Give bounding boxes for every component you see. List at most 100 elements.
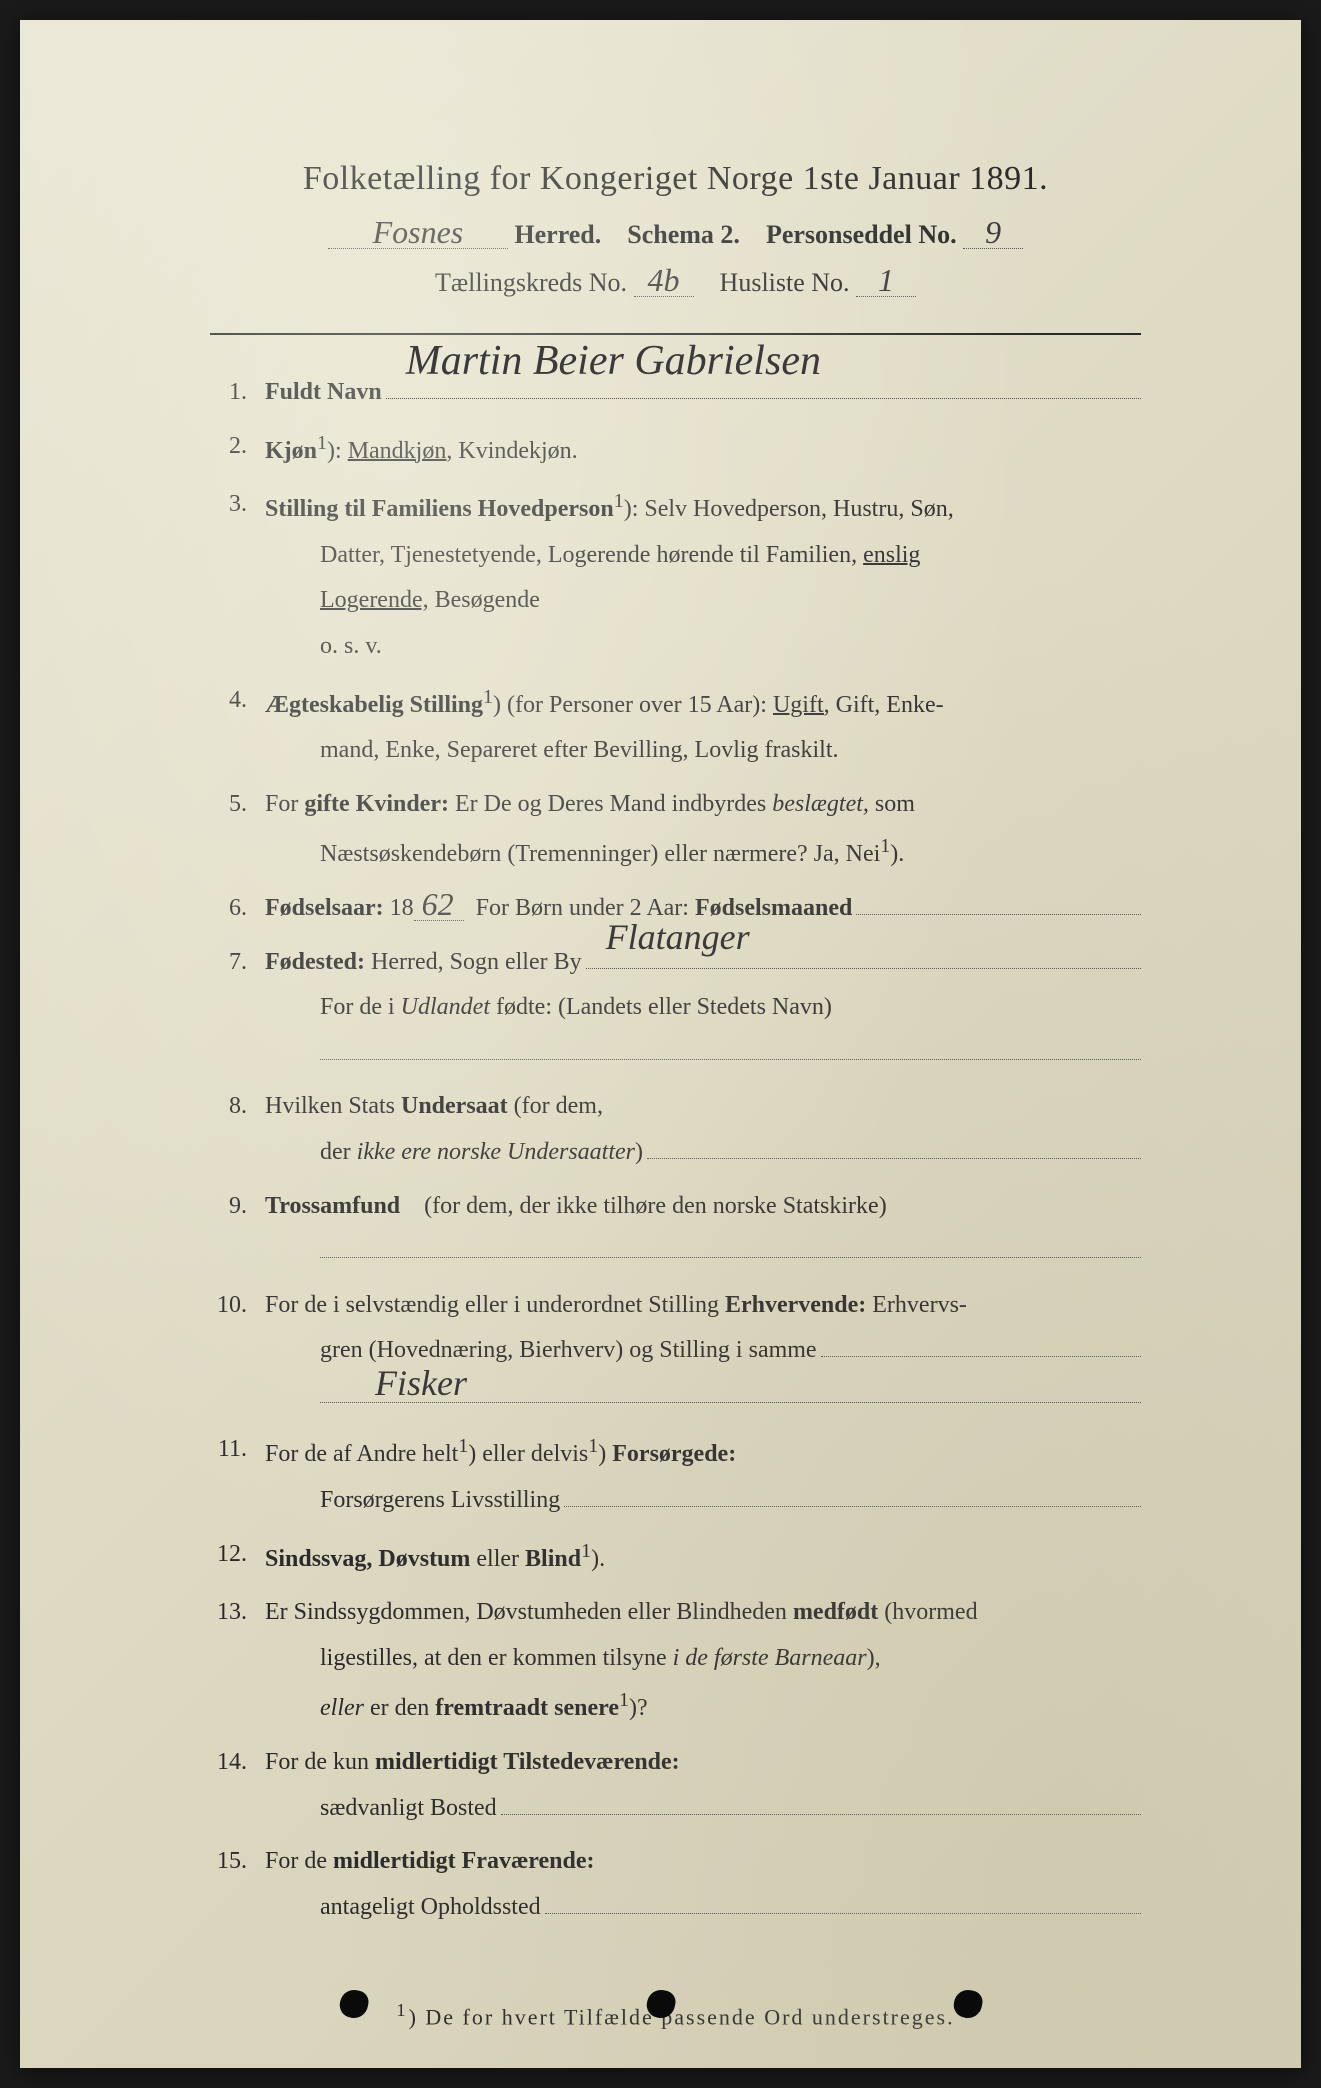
item-7: 7. Fødested: Herred, Sogn eller By Flata… xyxy=(210,940,1141,1077)
item-number: 14. xyxy=(210,1740,265,1831)
item-number: 13. xyxy=(210,1590,265,1732)
footnote-ref: 1 xyxy=(458,1435,468,1457)
item-11-line2: Forsørgerens Livsstilling xyxy=(320,1478,560,1524)
item-3-line3a: Logerende, xyxy=(320,587,429,613)
item-8-line2a: der xyxy=(320,1130,351,1176)
item-number: 7. xyxy=(210,940,265,1077)
subject-field xyxy=(647,1130,1141,1159)
item-6-label: Fødselsaar: xyxy=(265,886,384,932)
item-10-line1c: Erhvervs- xyxy=(872,1292,967,1318)
gender-female: Kvindekjøn. xyxy=(458,438,577,464)
occupation-field-1 xyxy=(821,1328,1141,1357)
provider-field xyxy=(564,1478,1141,1507)
item-11-line1c: Forsørgede: xyxy=(612,1441,736,1467)
herred-label: Herred. xyxy=(514,220,601,249)
item-number: 3. xyxy=(210,482,265,669)
footnote-ref: 1 xyxy=(581,1540,591,1562)
item-3-line1: Selv Hovedperson, Hustru, Søn, xyxy=(644,496,953,522)
item-13-italic: i de første Barneaar xyxy=(673,1645,867,1671)
item-4-text2: Gift, Enke- xyxy=(836,692,944,718)
item-12-text: eller xyxy=(476,1546,519,1572)
religion-field xyxy=(320,1229,1141,1258)
item-7-line2b: fødte: (Landets eller Stedets Navn) xyxy=(496,994,832,1020)
item-14-line1b: midlertidigt Tilstedeværende: xyxy=(375,1749,680,1775)
herred-value: Fosnes xyxy=(328,216,508,249)
hole-icon xyxy=(644,1987,677,2020)
item-8-line2b: ) xyxy=(635,1130,643,1176)
item-14: 14. For de kun midlertidigt Tilstedevære… xyxy=(210,1740,1141,1831)
item-5-label: gifte Kvinder: xyxy=(304,791,449,817)
item-5-line2: Næstsøskendebørn (Tremenninger) eller næ… xyxy=(320,841,880,867)
item-9: 9. Trossamfund (for dem, der ikke tilhør… xyxy=(210,1184,1141,1275)
item-5-italic: beslægtet, xyxy=(772,791,869,817)
item-4-text1: (for Personer over 15 Aar): xyxy=(507,692,767,718)
item-10: 10. For de i selvstændig eller i underor… xyxy=(210,1283,1141,1420)
item-8: 8. Hvilken Stats Undersaat (for dem, der… xyxy=(210,1084,1141,1175)
footnote-ref: 1 xyxy=(880,835,890,857)
kreds-label: Tællingskreds No. xyxy=(435,268,627,297)
item-7-label: Fødested: xyxy=(265,940,365,986)
gender-male: Mandkjøn, xyxy=(348,438,453,464)
item-14-line1a: For de kun xyxy=(265,1749,369,1775)
hole-icon xyxy=(337,1987,370,2020)
footnote-ref: 1 xyxy=(483,686,493,708)
item-number: 1. xyxy=(210,370,265,416)
item-3-line4: o. s. v. xyxy=(265,624,1141,670)
item-8-line1a: Hvilken Stats xyxy=(265,1093,395,1119)
footnote-ref: 1 xyxy=(317,432,327,454)
item-number: 8. xyxy=(210,1084,265,1175)
hole-icon xyxy=(951,1987,984,2020)
item-1: 1. Fuldt Navn Martin Beier Gabrielsen xyxy=(210,370,1141,416)
item-1-label: Fuldt Navn xyxy=(265,370,382,416)
full-name-value: Martin Beier Gabrielsen xyxy=(406,322,821,402)
item-number: 15. xyxy=(210,1839,265,1930)
item-number: 2. xyxy=(210,424,265,475)
item-6-prefix: 18 xyxy=(390,886,414,932)
item-number: 5. xyxy=(210,782,265,878)
item-13-line1b: medfødt xyxy=(793,1599,878,1625)
form-header: Folketælling for Kongeriget Norge 1ste J… xyxy=(210,160,1141,298)
item-15-line1a: For de xyxy=(265,1848,327,1874)
item-8-italic: ikke ere norske Undersaatter xyxy=(357,1130,635,1176)
census-form-page: Folketælling for Kongeriget Norge 1ste J… xyxy=(20,20,1301,2068)
personseddel-label: Personseddel No. xyxy=(766,220,957,249)
item-13-line3d: )? xyxy=(629,1695,648,1721)
item-13-line2a: ligestilles, at den er kommen tilsyne xyxy=(320,1645,667,1671)
item-7-line2a: For de i xyxy=(320,994,395,1020)
husliste-label: Husliste No. xyxy=(720,268,850,297)
item-number: 9. xyxy=(210,1184,265,1275)
item-3-line3b: Besøgende xyxy=(435,587,540,613)
item-10-line1a: For de i selvstændig eller i underordnet… xyxy=(265,1292,719,1318)
abroad-field xyxy=(320,1031,1141,1060)
item-13-line3a: eller xyxy=(320,1695,364,1721)
footnote-ref: 1 xyxy=(614,490,624,512)
item-5-for: For xyxy=(265,791,298,817)
occupation-value: Fisker xyxy=(375,1349,467,1417)
item-11: 11. For de af Andre helt1) eller delvis1… xyxy=(210,1427,1141,1523)
item-3-label: Stilling til Familiens Hovedperson xyxy=(265,496,614,522)
item-8-line1c: (for dem, xyxy=(514,1093,603,1119)
punch-holes xyxy=(20,1990,1301,2018)
item-15: 15. For de midlertidigt Fraværende: anta… xyxy=(210,1839,1141,1930)
item-5: 5. For gifte Kvinder: Er De og Deres Man… xyxy=(210,782,1141,878)
item-4-line2: mand, Enke, Separeret efter Bevilling, L… xyxy=(265,728,1141,774)
item-7-text1: Herred, Sogn eller By xyxy=(371,940,582,986)
item-number: 10. xyxy=(210,1283,265,1420)
item-5-line1end: som xyxy=(875,791,915,817)
item-number: 6. xyxy=(210,886,265,932)
item-14-line2: sædvanligt Bosted xyxy=(320,1786,497,1832)
item-15-line2: antageligt Opholdssted xyxy=(320,1885,541,1931)
item-3-line2a: Datter, Tjenestetyende, Logerende hørend… xyxy=(320,542,857,568)
item-5-end: ). xyxy=(890,841,904,867)
footnote-ref: 1 xyxy=(588,1435,598,1457)
item-number: 11. xyxy=(210,1427,265,1523)
item-15-line1b: midlertidigt Fraværende: xyxy=(333,1848,595,1874)
item-2: 2. Kjøn1): Mandkjøn, Kvindekjøn. xyxy=(210,424,1141,475)
item-13-line1a: Er Sindssygdommen, Døvstumheden eller Bl… xyxy=(265,1599,787,1625)
whereabouts-field xyxy=(545,1885,1141,1914)
item-12-end: ). xyxy=(591,1546,605,1572)
form-title: Folketælling for Kongeriget Norge 1ste J… xyxy=(210,160,1141,198)
item-12-label: Sindssvag, Døvstum xyxy=(265,1546,470,1572)
form-items: 1. Fuldt Navn Martin Beier Gabrielsen 2.… xyxy=(210,370,1141,1930)
item-8-line1b: Undersaat xyxy=(401,1093,508,1119)
